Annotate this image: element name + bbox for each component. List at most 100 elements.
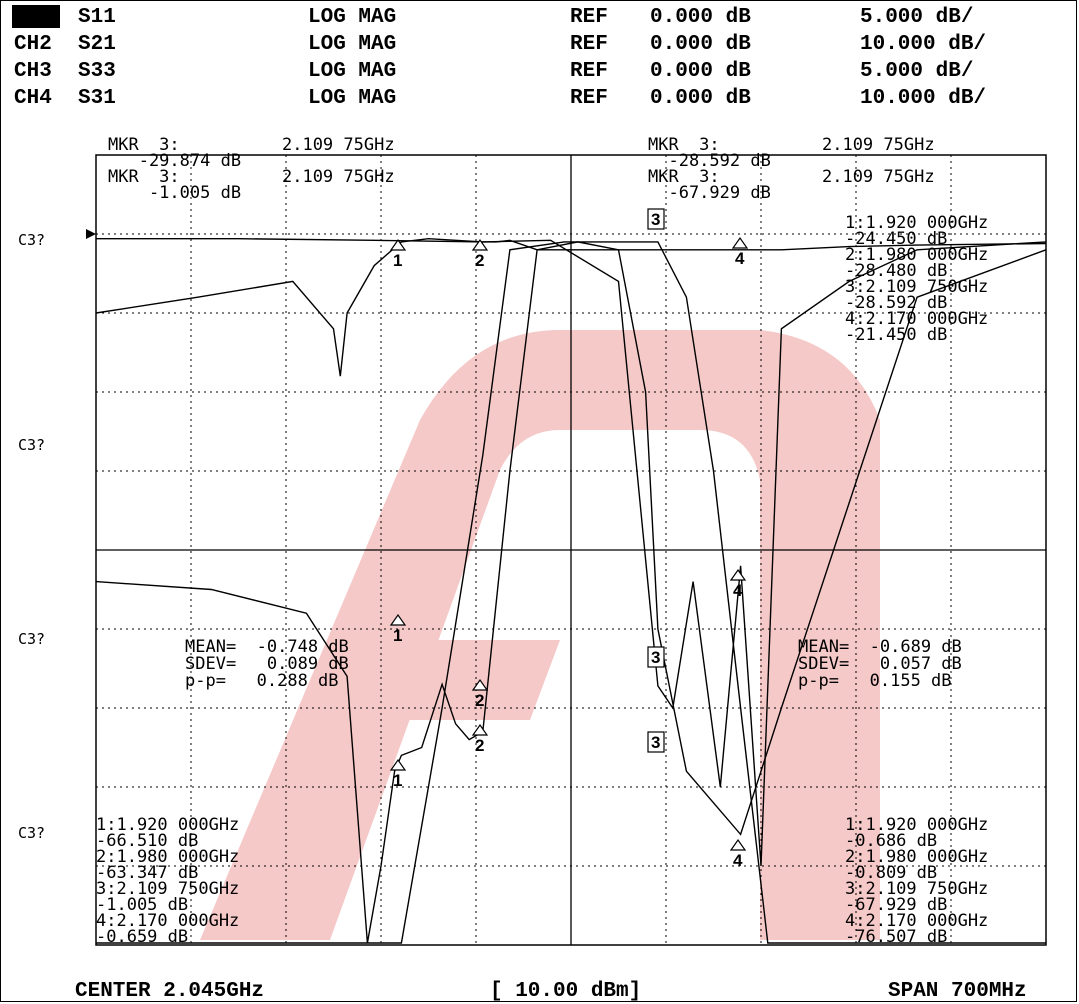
marker-3-square[interactable]: 3: [647, 731, 665, 753]
marker-4[interactable]: 4: [731, 236, 749, 268]
marker-number: 1: [393, 771, 402, 790]
ref-value: 0.000 dB: [650, 87, 751, 110]
marker-number: 3: [651, 733, 660, 752]
trace-s33: [96, 238, 1047, 867]
active-channel-highlight: [12, 5, 60, 28]
reference-arrow-icon: [86, 229, 96, 239]
marker-list-upper-right: 2:1.980 000GHz: [845, 245, 988, 265]
format-label: LOG MAG: [308, 33, 396, 56]
ref-value: 0.000 dB: [650, 6, 751, 29]
marker-triangle-icon: [389, 238, 407, 251]
marker-number: 3: [651, 648, 660, 667]
marker-square-icon: [647, 731, 665, 753]
marker-list-lower-right: -76.507 dB: [845, 927, 947, 947]
marker-1[interactable]: 1: [389, 758, 407, 790]
watermark-logo: [200, 330, 880, 940]
marker-4[interactable]: 4: [729, 838, 747, 870]
marker-symbols: 1 2 4 1 2 4 1 2 4 3 3 3: [389, 208, 749, 870]
y-tick-label: C3?: [18, 231, 45, 249]
channel-label[interactable]: CH3: [14, 60, 52, 83]
marker-triangle-icon: [471, 723, 489, 736]
s-parameter: S11: [78, 6, 116, 29]
marker-2[interactable]: 2: [471, 678, 489, 710]
marker-list-upper-right: -24.450 dB: [845, 229, 947, 249]
s-parameter: S33: [78, 60, 116, 83]
ref-label: REF: [570, 60, 608, 83]
ref-value: 0.000 dB: [650, 33, 751, 56]
marker-triangle-icon: [729, 568, 747, 581]
marker-list-upper-right: -28.480 dB: [845, 261, 947, 281]
y-tick-label: C3?: [18, 824, 45, 842]
scale-value: 5.000 dB/: [860, 6, 973, 29]
scale-value: 10.000 dB/: [860, 33, 986, 56]
marker-3-square[interactable]: 3: [647, 646, 665, 668]
marker-number: 4: [733, 581, 743, 600]
s-parameter: S21: [78, 33, 116, 56]
marker-list-upper-right: -21.450 dB: [845, 325, 947, 345]
scale-value: 10.000 dB/: [860, 87, 986, 110]
channel-label[interactable]: CH1: [14, 6, 52, 29]
channel-header: CH1 S11 LOG MAG REF 0.000 dB 5.000 dB/CH2 S21 L…: [12, 5, 986, 110]
marker-number: 2: [475, 251, 484, 270]
marker-readout-left: MKR 3: 2.109 75GHz: [108, 167, 395, 187]
marker-1[interactable]: 1: [389, 613, 407, 645]
marker-list-upper-right: 1:1.920 000GHz: [845, 213, 988, 233]
marker-4[interactable]: 4: [729, 568, 747, 600]
y-tick-label: C3?: [18, 630, 45, 648]
marker-square-icon: [647, 208, 665, 230]
marker-number: 2: [475, 691, 484, 710]
marker-1[interactable]: 1: [389, 238, 407, 270]
marker-2[interactable]: 2: [471, 723, 489, 755]
marker-3-square[interactable]: 3: [647, 208, 665, 230]
statistics-left: MEAN= -0.748 dB: [185, 637, 349, 657]
statistics-left: SDEV= 0.089 dB: [185, 654, 349, 674]
marker-number: 4: [733, 851, 743, 870]
scale-value: 5.000 dB/: [860, 60, 973, 83]
marker-list-lower-right: 2:1.980 000GHz: [845, 847, 988, 867]
marker-list-lower-right: -67.929 dB: [845, 895, 947, 915]
footer-center: CENTER 2.045GHz: [75, 980, 264, 1003]
s-parameter: S31: [78, 87, 116, 110]
format-label: LOG MAG: [308, 6, 396, 29]
ref-label: REF: [570, 33, 608, 56]
marker-list-lower-left: -66.510 dB: [96, 831, 198, 851]
ref-label: REF: [570, 6, 608, 29]
marker-list-lower-right: 4:2.170 000GHz: [845, 911, 988, 931]
marker-triangle-icon: [729, 838, 747, 851]
channel-label[interactable]: CH4: [14, 87, 52, 110]
marker-list-lower-left: -0.659 dB: [96, 927, 188, 947]
marker-readout-right: -28.592 dB: [648, 151, 771, 171]
marker-number: 4: [735, 249, 745, 268]
y-tick-labels: C3? C3? C3? C3?: [18, 231, 45, 842]
marker-readout-left: -29.874 dB: [108, 151, 241, 171]
trace-s11: [95, 237, 1047, 377]
marker-triangle-icon: [389, 758, 407, 771]
marker-number: 2: [475, 736, 484, 755]
channel-label[interactable]: CH2: [14, 33, 52, 56]
format-label: LOG MAG: [308, 87, 396, 110]
ref-label: REF: [570, 87, 608, 110]
marker-readout-right: MKR 3: 2.109 75GHz: [648, 167, 935, 187]
statistics-right: MEAN= -0.689 dB: [798, 637, 962, 657]
marker-list-lower-left: -63.347 dB: [96, 863, 198, 883]
statistics-right: p-p= 0.155 dB: [798, 671, 952, 691]
trace-s31: [96, 241, 1046, 944]
y-tick-label: C3?: [18, 436, 45, 454]
marker-2[interactable]: 2: [471, 238, 489, 270]
marker-triangle-icon: [471, 678, 489, 691]
marker-list-upper-right: 3:2.109 750GHz: [845, 277, 988, 297]
marker-number: 1: [393, 626, 402, 645]
marker-list-upper-right: 4:2.170 000GHz: [845, 309, 988, 329]
marker-list-lower-right: -0.809 dB: [845, 863, 937, 883]
statistics-right: SDEV= 0.057 dB: [798, 654, 962, 674]
marker-list-lower-right: 1:1.920 000GHz: [845, 815, 988, 835]
marker-list-lower-left: 2:1.980 000GHz: [96, 847, 239, 867]
marker-triangle-icon: [731, 236, 749, 249]
marker-triangle-icon: [389, 613, 407, 626]
statistics-left: p-p= 0.288 dB: [185, 671, 339, 691]
format-label: LOG MAG: [308, 60, 396, 83]
marker-list-lower-left: 4:2.170 000GHz: [96, 911, 239, 931]
marker-list-upper-right: -28.592 dB: [845, 293, 947, 313]
